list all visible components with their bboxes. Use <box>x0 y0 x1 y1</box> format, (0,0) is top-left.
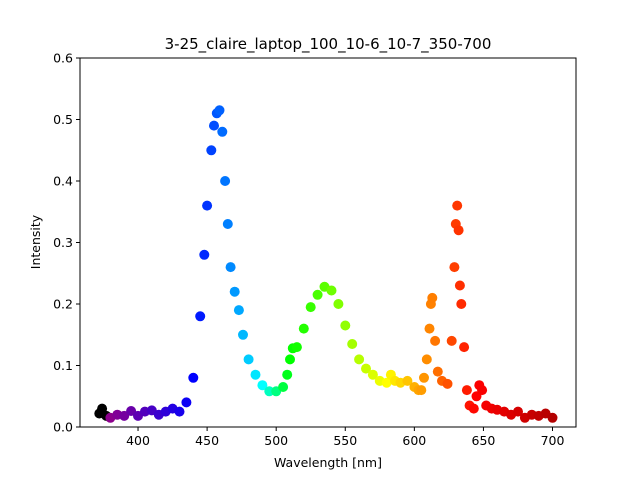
data-point <box>427 292 438 303</box>
data-point <box>452 200 463 211</box>
data-point <box>454 280 465 291</box>
data-point <box>468 403 479 414</box>
data-point <box>456 299 467 309</box>
data-point <box>174 406 185 417</box>
data-point <box>97 403 108 414</box>
x-axis-label: Wavelength [nm] <box>274 455 382 470</box>
data-point <box>381 377 392 388</box>
data-point <box>214 105 225 116</box>
data-point <box>446 335 457 346</box>
data-point <box>233 305 244 316</box>
data-point <box>547 412 558 423</box>
x-tick-label: 500 <box>264 433 288 448</box>
data-point <box>206 145 217 156</box>
y-axis-label: Intensity <box>28 214 43 269</box>
y-tick-label: 0.0 <box>53 420 73 435</box>
y-tick-label: 0.5 <box>53 112 73 127</box>
data-point <box>238 329 248 340</box>
data-point <box>449 262 460 273</box>
y-tick-label: 0.6 <box>53 51 73 66</box>
x-tick-label: 650 <box>472 433 496 448</box>
y-tick-label: 0.1 <box>53 358 73 373</box>
data-point <box>291 342 302 353</box>
data-point <box>119 410 130 421</box>
y-tick-label: 0.3 <box>53 235 73 250</box>
data-point <box>243 354 254 365</box>
data-point <box>333 299 344 309</box>
data-point <box>340 320 351 331</box>
data-point <box>181 397 192 408</box>
y-tick-label: 0.2 <box>53 297 73 312</box>
data-points <box>94 105 558 423</box>
y-tick-label: 0.4 <box>53 174 73 189</box>
data-point <box>419 372 429 383</box>
data-point <box>126 406 137 416</box>
data-point <box>513 406 523 417</box>
data-point <box>225 262 236 273</box>
chart-title: 3-25_claire_laptop_100_10-6_10-7_350-700 <box>165 35 492 54</box>
data-point <box>430 335 441 346</box>
data-point <box>250 369 261 380</box>
data-point <box>305 302 316 313</box>
x-tick-label: 600 <box>402 433 426 448</box>
data-point <box>461 385 472 396</box>
x-tick-label: 400 <box>126 433 150 448</box>
data-point <box>222 219 233 229</box>
data-point <box>220 176 231 186</box>
data-point <box>421 354 432 365</box>
data-point <box>347 339 358 349</box>
data-point <box>188 372 199 383</box>
data-point <box>202 200 213 211</box>
data-point <box>195 311 206 322</box>
x-tick-label: 550 <box>333 433 357 448</box>
data-point <box>209 120 219 131</box>
data-point <box>453 225 464 236</box>
data-point <box>442 378 453 389</box>
data-point <box>477 385 488 396</box>
data-point <box>367 369 378 380</box>
data-point <box>264 386 275 397</box>
data-point <box>257 380 268 391</box>
data-point <box>199 249 210 260</box>
x-tick-label: 700 <box>541 433 565 448</box>
data-point <box>326 285 337 296</box>
data-point <box>282 369 293 380</box>
data-point <box>229 286 240 297</box>
data-point <box>285 354 295 365</box>
data-point <box>424 323 435 334</box>
data-point <box>278 382 289 392</box>
data-point <box>432 366 443 377</box>
data-point <box>312 289 323 300</box>
data-point <box>402 375 413 386</box>
data-point <box>217 126 228 137</box>
y-axis: 0.0 0.1 0.2 0.3 0.4 0.5 0.6 <box>53 51 80 435</box>
x-axis: 400 450 500 550 600 650 700 <box>126 427 564 448</box>
x-tick-label: 450 <box>195 433 219 448</box>
data-point <box>361 363 371 374</box>
data-point <box>354 354 365 365</box>
data-point <box>459 342 470 353</box>
data-point <box>298 323 309 334</box>
data-point <box>416 385 427 396</box>
